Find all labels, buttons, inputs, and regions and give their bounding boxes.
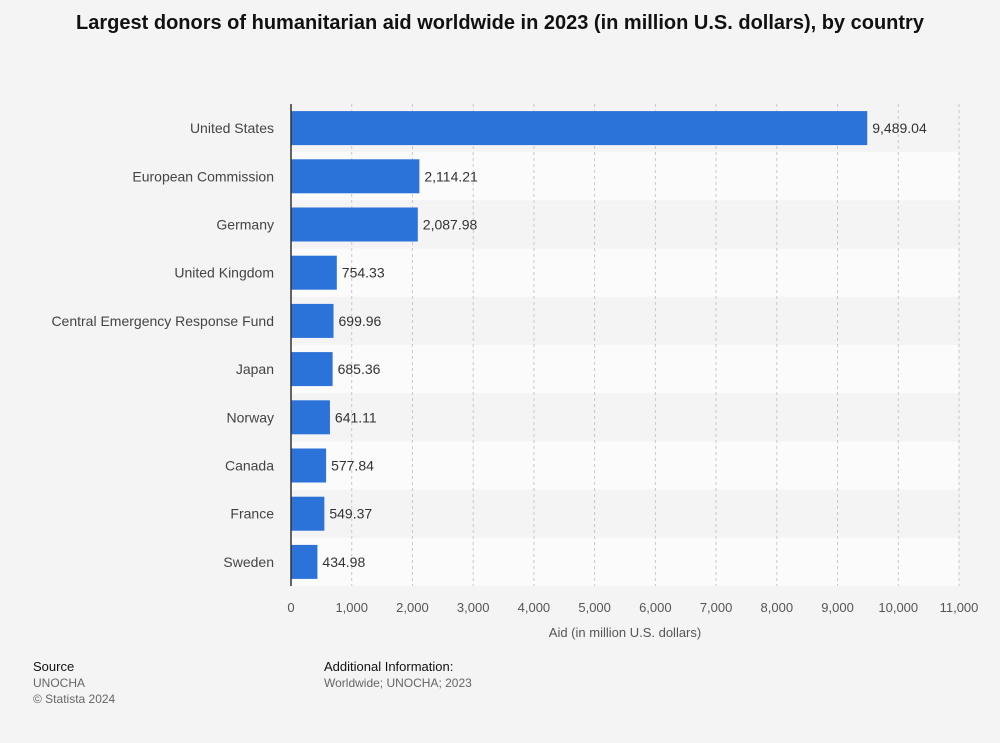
category-labels: United States European Commission Germany U… bbox=[51, 120, 274, 570]
additional-info-block: Additional Information: Worldwide; UNOCH… bbox=[324, 659, 472, 691]
value-label: 2,114.21 bbox=[424, 168, 478, 184]
category-label: Sweden bbox=[223, 554, 274, 570]
x-tick-label: 2,000 bbox=[396, 600, 429, 615]
category-label: Japan bbox=[236, 361, 274, 377]
value-label: 577.84 bbox=[331, 458, 374, 474]
source-name[interactable]: UNOCHA bbox=[33, 676, 86, 690]
value-label: 641.11 bbox=[335, 409, 377, 425]
row-band bbox=[291, 537, 959, 586]
x-tick-label: 0 bbox=[287, 600, 294, 615]
category-label: United States bbox=[190, 120, 274, 136]
row-band bbox=[291, 248, 959, 297]
value-label: 549.37 bbox=[329, 506, 372, 522]
bars bbox=[291, 111, 868, 579]
source-block: Source UNOCHA © Statista 2024 bbox=[33, 659, 115, 707]
copyright-text[interactable]: © Statista 2024 bbox=[33, 692, 116, 706]
additional-info-heading[interactable]: Additional Information: bbox=[324, 659, 454, 674]
bar[interactable] bbox=[291, 207, 418, 242]
x-tick-label: 5,000 bbox=[578, 600, 611, 615]
x-tick-label: 10,000 bbox=[878, 600, 918, 615]
x-tick-label: 6,000 bbox=[639, 600, 672, 615]
category-label: Central Emergency Response Fund bbox=[51, 313, 274, 329]
value-label: 685.36 bbox=[338, 361, 381, 377]
row-band bbox=[291, 345, 959, 394]
x-axis-title: Aid (in million U.S. dollars) bbox=[549, 625, 701, 640]
x-tick-label: 4,000 bbox=[518, 600, 551, 615]
bar[interactable] bbox=[291, 255, 337, 290]
value-label: 434.98 bbox=[322, 554, 365, 570]
bar[interactable] bbox=[291, 448, 327, 483]
category-label: Canada bbox=[225, 458, 274, 474]
value-labels: 9,489.04 2,114.21 2,087.98 754.33 699.96 685.… bbox=[322, 120, 927, 570]
bar[interactable] bbox=[291, 400, 330, 435]
bar[interactable] bbox=[291, 303, 334, 338]
x-tick-label: 9,000 bbox=[821, 600, 854, 615]
bar[interactable] bbox=[291, 352, 333, 387]
bar[interactable] bbox=[291, 496, 325, 531]
row-bands bbox=[291, 152, 959, 586]
category-label: Norway bbox=[227, 409, 274, 425]
category-label: European Commission bbox=[132, 168, 274, 184]
x-tick-label: 8,000 bbox=[761, 600, 794, 615]
additional-info-text: Worldwide; UNOCHA; 2023 bbox=[324, 676, 472, 690]
x-tick-label: 3,000 bbox=[457, 600, 490, 615]
value-label: 699.96 bbox=[339, 313, 382, 329]
x-tick-label: 1,000 bbox=[335, 600, 368, 615]
category-label: United Kingdom bbox=[174, 265, 274, 281]
bar-chart: United States European Commission Germany U… bbox=[51, 104, 978, 640]
value-label: 754.33 bbox=[342, 265, 385, 281]
bar[interactable] bbox=[291, 544, 318, 579]
chart-title: Largest donors of humanitarian aid world… bbox=[76, 12, 924, 34]
category-label: Germany bbox=[216, 217, 274, 233]
bar[interactable] bbox=[291, 159, 420, 194]
row-band bbox=[291, 441, 959, 490]
value-label: 9,489.04 bbox=[872, 120, 927, 136]
bar[interactable] bbox=[291, 111, 868, 146]
category-label: France bbox=[230, 506, 274, 522]
source-heading: Source bbox=[33, 659, 75, 674]
x-tick-label: 7,000 bbox=[700, 600, 733, 615]
x-tick-label: 11,000 bbox=[940, 600, 979, 615]
x-tick-labels: 0 1,000 2,000 3,000 4,000 5,000 6,000 7,000 8,00… bbox=[287, 600, 978, 615]
value-label: 2,087.98 bbox=[423, 217, 478, 233]
